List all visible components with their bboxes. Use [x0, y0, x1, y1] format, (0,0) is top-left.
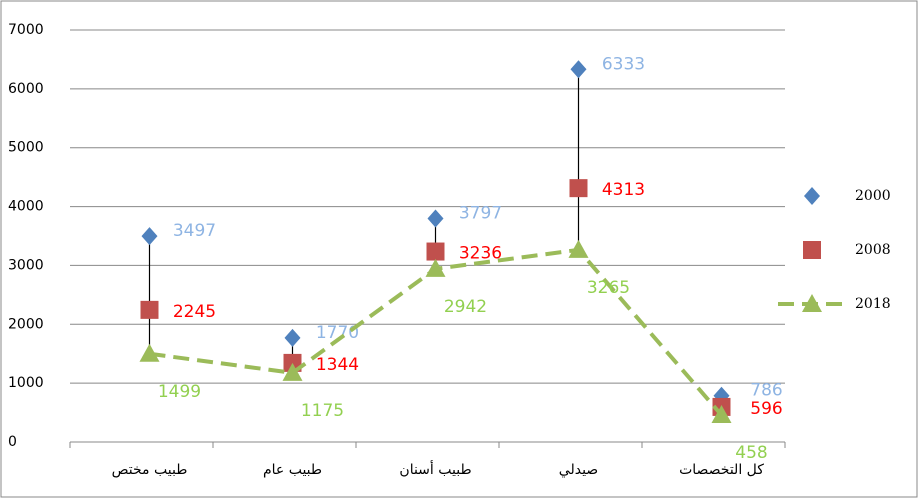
y-tick-label: 7000 [8, 22, 44, 38]
legend-marker [803, 241, 821, 259]
data-label: 2942 [444, 297, 487, 317]
data-point [427, 209, 444, 228]
data-point [570, 60, 587, 79]
data-point [426, 242, 445, 261]
data-point [569, 179, 588, 198]
data-point [425, 258, 446, 277]
x-tick-label: طبيب عام [263, 462, 322, 478]
data-label: 1770 [316, 323, 359, 343]
data-point [139, 343, 160, 362]
data-point [141, 227, 158, 246]
data-label: 4313 [602, 180, 645, 200]
legend-marker [804, 187, 820, 205]
legend-label: 2000 [855, 188, 891, 204]
legend-label: 2018 [855, 296, 891, 312]
legend-label: 2008 [855, 242, 891, 258]
data-point [284, 328, 301, 347]
data-point [568, 239, 589, 258]
y-tick-label: 6000 [8, 81, 44, 97]
y-tick-label: 5000 [8, 140, 44, 156]
y-tick-label: 1000 [8, 375, 44, 391]
data-label: 1499 [158, 382, 201, 402]
x-tick-label: طبيب مختص [112, 462, 188, 478]
data-label: 2245 [173, 302, 216, 322]
data-point [282, 362, 303, 381]
data-label: 1175 [301, 401, 344, 421]
data-label: 458 [735, 443, 767, 463]
y-tick-label: 0 [8, 434, 17, 450]
data-label: 6333 [602, 54, 645, 74]
y-tick-label: 3000 [8, 257, 44, 273]
data-label: 3265 [587, 278, 630, 298]
data-point [711, 405, 732, 424]
x-tick-label: صيدلي [559, 462, 598, 478]
legend-marker [802, 294, 822, 312]
data-label: 596 [750, 399, 782, 419]
data-label: 3236 [459, 244, 502, 264]
y-tick-label: 2000 [8, 316, 44, 332]
data-label: 1344 [316, 355, 359, 375]
x-tick-label: كل التخصصات [679, 462, 764, 478]
x-tick-label: طبيب أسنان [399, 460, 471, 478]
y-tick-label: 4000 [8, 199, 44, 215]
data-label: 3797 [459, 204, 502, 224]
data-label: 786 [750, 381, 782, 401]
data-label: 3497 [173, 221, 216, 241]
data-point [140, 300, 159, 319]
